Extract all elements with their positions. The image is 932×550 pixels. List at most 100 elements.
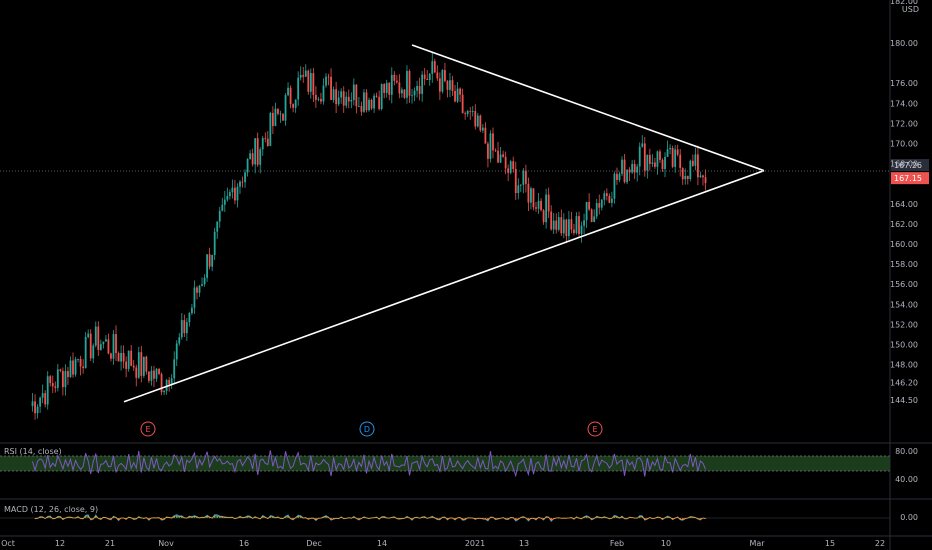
candle-body: [277, 108, 279, 114]
candle-body: [282, 113, 284, 121]
macd-histogram-bar: [193, 515, 196, 518]
y-tick: 150.00: [890, 341, 918, 350]
macd-histogram-bar: [358, 518, 360, 520]
candle-body: [489, 133, 492, 159]
candle-body: [246, 158, 249, 173]
candle-body: [406, 71, 408, 98]
candle-body: [605, 193, 608, 197]
candle-body: [545, 194, 548, 223]
candle-body: [664, 156, 666, 169]
candle-body: [259, 149, 262, 165]
y-tick: 160.00: [890, 240, 918, 249]
candle-body: [97, 326, 100, 350]
candle-body: [289, 87, 292, 105]
macd-histogram-bar: [681, 518, 684, 520]
event-badge-letter: E: [145, 425, 150, 434]
candle-body: [77, 359, 79, 360]
candle-body: [363, 92, 365, 112]
macd-pane: 0.00: [0, 513, 918, 522]
macd-histogram-bar: [464, 518, 466, 520]
candle-body: [165, 379, 168, 391]
candle-body: [218, 210, 221, 222]
price-pane[interactable]: 167.26 167.15 E D E: [0, 44, 929, 437]
candle-body: [542, 210, 545, 223]
y-tick: 158.00: [890, 260, 918, 269]
candle-body: [504, 156, 507, 169]
candle-body: [416, 85, 418, 91]
candle-body: [388, 82, 391, 95]
macd-histogram-bar: [175, 515, 178, 518]
candle-body: [54, 386, 57, 388]
candle-body: [643, 143, 646, 171]
candle-body: [484, 127, 487, 144]
macd-histogram-bar: [213, 515, 216, 518]
candle-body: [211, 254, 214, 267]
macd-histogram-bar: [206, 515, 208, 518]
candle-body: [49, 376, 52, 384]
x-tick: Mar: [749, 539, 765, 548]
candle-body: [411, 95, 413, 97]
candle-body: [446, 81, 449, 90]
y-tick: 146.20: [890, 379, 918, 388]
rsi-label: RSI (14, close): [4, 447, 62, 456]
candle-body: [603, 193, 606, 200]
candle-body: [479, 115, 482, 131]
candle-body: [628, 169, 631, 173]
x-tick: Oct: [1, 539, 15, 548]
candle-body: [340, 91, 343, 98]
candle-body: [158, 368, 160, 374]
candle-body: [433, 61, 436, 73]
candle-body: [514, 168, 517, 194]
candle-body: [621, 159, 623, 174]
candle-body: [345, 96, 348, 106]
candle-body: [519, 184, 522, 186]
rsi-band: [0, 456, 890, 471]
candle-body: [317, 98, 320, 100]
candle-body: [378, 96, 381, 110]
candle-body: [249, 153, 252, 159]
candle-body: [304, 70, 307, 77]
candle-body: [570, 219, 573, 230]
candle-body: [547, 194, 550, 212]
candle-body: [196, 287, 198, 293]
candle-body: [102, 341, 105, 345]
x-tick: 12: [55, 539, 65, 548]
candle-body: [148, 371, 150, 381]
candle-body: [292, 104, 295, 108]
candle-body: [398, 82, 401, 94]
candle-body: [355, 84, 358, 107]
candle-body: [461, 94, 464, 114]
candle-body: [36, 406, 39, 414]
candle-body: [451, 80, 454, 91]
candle-body: [694, 154, 697, 166]
candle-body: [142, 356, 145, 376]
candle-body: [550, 211, 553, 230]
macd-histogram-bar: [535, 518, 537, 520]
macd-label: MACD (12, 26, close, 9): [4, 505, 98, 514]
candle-body: [137, 352, 140, 378]
macd-histogram-bar: [487, 518, 489, 521]
macd-histogram-bar: [527, 518, 530, 521]
candle-body: [180, 320, 183, 338]
macd-histogram-bar: [699, 518, 702, 520]
candle-body: [173, 359, 176, 379]
candle-body: [347, 96, 350, 102]
y-tick: 148.00: [890, 361, 918, 370]
candle-body: [352, 84, 355, 100]
candle-body: [499, 154, 502, 163]
candle-body: [188, 313, 191, 323]
candle-body: [524, 170, 527, 184]
rsi-tick: 80.00: [895, 447, 918, 456]
candle-body: [454, 90, 456, 102]
event-badge-circle: [587, 421, 603, 437]
candle-body: [183, 320, 186, 334]
candle-body: [567, 219, 570, 237]
candle-body: [502, 154, 505, 157]
candle-body: [395, 80, 398, 83]
y-tick: 172.00: [890, 119, 918, 128]
candle-body: [403, 89, 406, 98]
candle-body: [674, 149, 677, 167]
candle-body: [325, 76, 327, 86]
y-tick: 164.00: [890, 200, 918, 209]
